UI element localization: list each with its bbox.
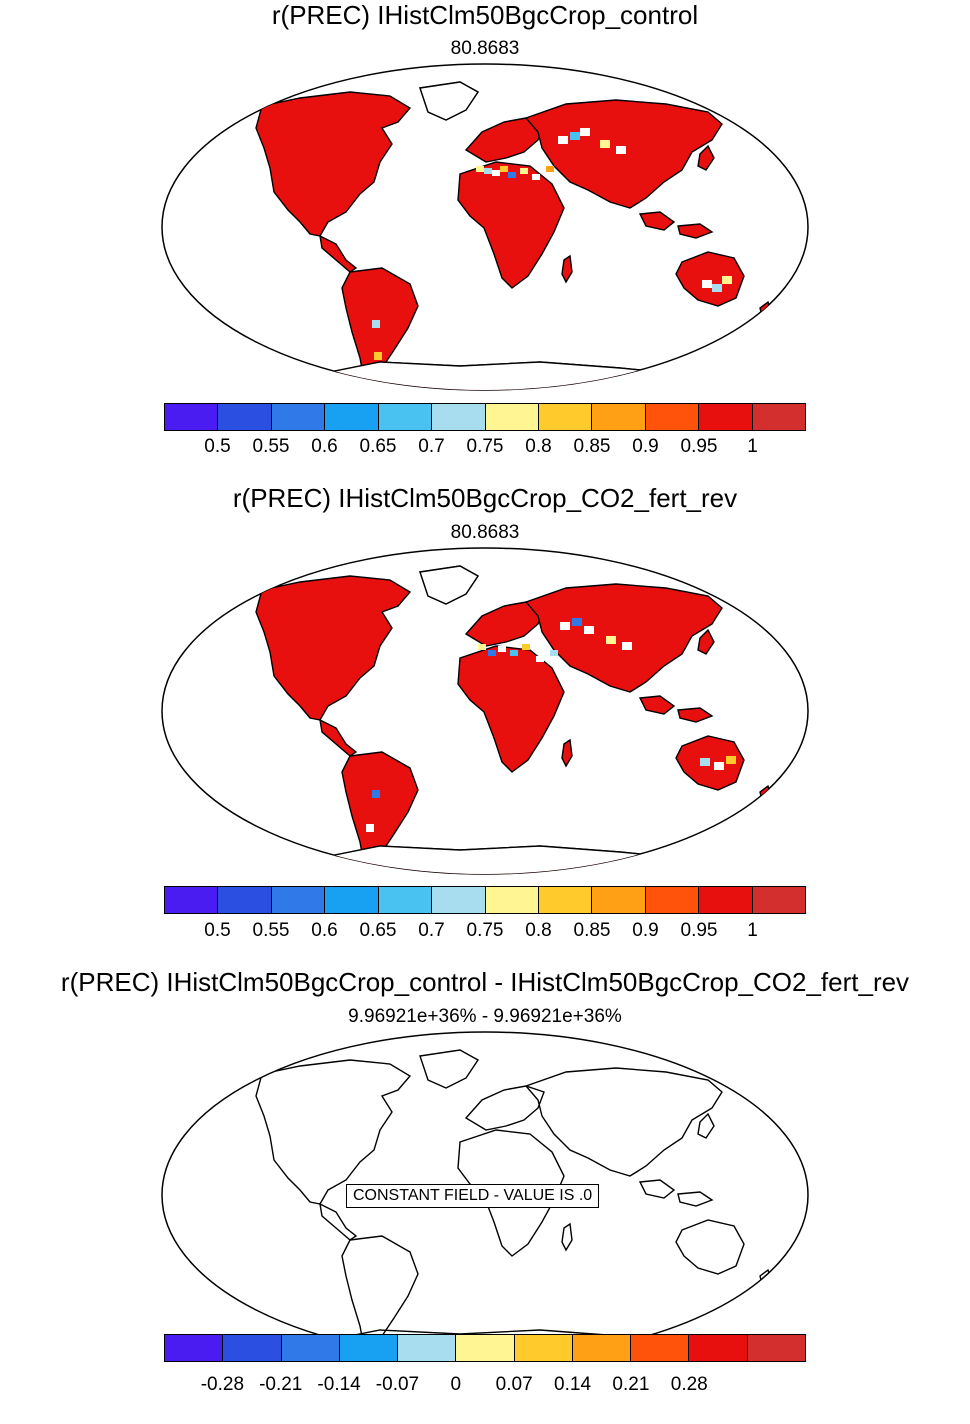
colorbar-box: [281, 1335, 340, 1361]
colorbar-box: [432, 887, 486, 913]
colorbar-box: [398, 1335, 457, 1361]
colorbar-tick-label: 0.75: [466, 920, 504, 941]
colorbar-box: [456, 1335, 515, 1361]
panel-2-title: r(PREC) IHistClm50BgcCrop_CO2_fert_rev: [232, 483, 738, 513]
colorbar-tick-label: -0.14: [317, 1374, 361, 1395]
panel-3-colorbar-ticks: -0.28 -0.21 -0.14 -0.07 0 0.07 0.14 0.21 0.28: [164, 1374, 806, 1398]
colorbar-tick-label: 0.9: [632, 436, 659, 457]
colorbar-tick-label: 0.14: [554, 1374, 592, 1395]
colorbar-box: [538, 404, 593, 430]
colorbar-tick-label: 0.07: [495, 1374, 533, 1395]
colorbar-tick-label: -0.07: [375, 1374, 420, 1395]
colorbar-tick-label: 0.8: [525, 436, 552, 457]
colorbar-box: [747, 1335, 805, 1361]
colorbar-box: [689, 1335, 748, 1361]
colorbar-tick-label: -0.21: [259, 1374, 303, 1395]
colorbar-tick-label: 0.85: [573, 920, 611, 941]
colorbar-tick-label: 0.65: [359, 920, 397, 941]
colorbar-tick-label: 0.28: [670, 1374, 708, 1395]
colorbar-box: [325, 887, 379, 913]
colorbar-box: [645, 404, 700, 430]
panel-2-colorbar-ticks: 0.5 0.55 0.6 0.65 0.7 0.75 0.8 0.85 0.9 0.95 1: [164, 920, 806, 944]
panel-1-subtitle: 80.8683: [450, 38, 520, 59]
colorbar-tick-label: 0.75: [466, 436, 504, 457]
panel-3-title: r(PREC) IHistClm50BgcCrop_control - IHis…: [60, 967, 910, 997]
colorbar-tick-label: 0.8: [525, 920, 552, 941]
colorbar-box: [572, 1335, 632, 1361]
panel-1-colorbar-ticks: 0.5 0.55 0.6 0.65 0.7 0.75 0.8 0.85 0.9 0.95 1: [164, 436, 806, 460]
colorbar-tick-label: 1: [747, 920, 758, 941]
colorbar-box: [218, 404, 272, 430]
colorbar-box: [165, 887, 219, 913]
colorbar-tick-label: 0.6: [311, 436, 338, 457]
greenland-outline: [419, 565, 480, 605]
colorbar-box: [645, 887, 700, 913]
colorbar-box: [271, 404, 326, 430]
colorbar-tick-label: 0.5: [204, 920, 231, 941]
greenland-outline: [419, 81, 480, 121]
colorbar-tick-label: 0.7: [418, 920, 445, 941]
panel-2-colorbar: [164, 886, 806, 914]
colorbar-box: [538, 887, 593, 913]
colorbar-box: [752, 887, 806, 913]
low-correlation-patches: [366, 618, 736, 832]
colorbar-box: [165, 1335, 224, 1361]
panel-1-title: r(PREC) IHistClm50BgcCrop_control: [271, 0, 699, 30]
colorbar-tick-label: 0.21: [612, 1374, 650, 1395]
colorbar-box: [592, 887, 646, 913]
panel-2-map: [161, 547, 809, 875]
colorbar-box: [339, 1335, 399, 1361]
colorbar-tick-label: 0.95: [680, 920, 718, 941]
colorbar-tick-label: -0.28: [200, 1374, 245, 1395]
colorbar-box: [485, 404, 539, 430]
colorbar-box: [432, 404, 486, 430]
colorbar-box: [218, 887, 272, 913]
panel-1-map: [161, 63, 809, 391]
panel-3-colorbar: [164, 1334, 806, 1362]
colorbar-tick-label: 0.5: [204, 436, 231, 457]
colorbar-box: [378, 887, 433, 913]
colorbar-tick-label: 0.55: [252, 436, 290, 457]
low-correlation-patches: [348, 128, 732, 360]
colorbar-tick-label: 1: [747, 436, 758, 457]
colorbar-box: [631, 1335, 690, 1361]
colorbar-tick-label: 0.7: [418, 436, 445, 457]
colorbar-box: [165, 404, 219, 430]
panel-1-colorbar: [164, 403, 806, 431]
colorbar-box: [325, 404, 379, 430]
colorbar-tick-label: 0.55: [252, 920, 290, 941]
colorbar-box: [514, 1335, 573, 1361]
colorbar-tick-label: 0.65: [359, 436, 397, 457]
colorbar-tick-label: 0: [450, 1374, 462, 1395]
colorbar-box: [592, 404, 646, 430]
colorbar-box: [752, 404, 806, 430]
colorbar-tick-label: 0.9: [632, 920, 659, 941]
colorbar-tick-label: 0.85: [573, 436, 611, 457]
colorbar-box: [699, 887, 753, 913]
colorbar-tick-label: 0.95: [680, 436, 718, 457]
colorbar-tick-label: 0.6: [311, 920, 338, 941]
colorbar-box: [485, 887, 539, 913]
panel-3-subtitle: 9.96921e+36% - 9.96921e+36%: [348, 1006, 622, 1027]
panel-2-subtitle: 80.8683: [450, 522, 520, 543]
colorbar-box: [378, 404, 433, 430]
constant-field-label: CONSTANT FIELD - VALUE IS .0: [346, 1184, 600, 1208]
colorbar-box: [271, 887, 326, 913]
colorbar-box: [223, 1335, 282, 1361]
colorbar-box: [699, 404, 753, 430]
